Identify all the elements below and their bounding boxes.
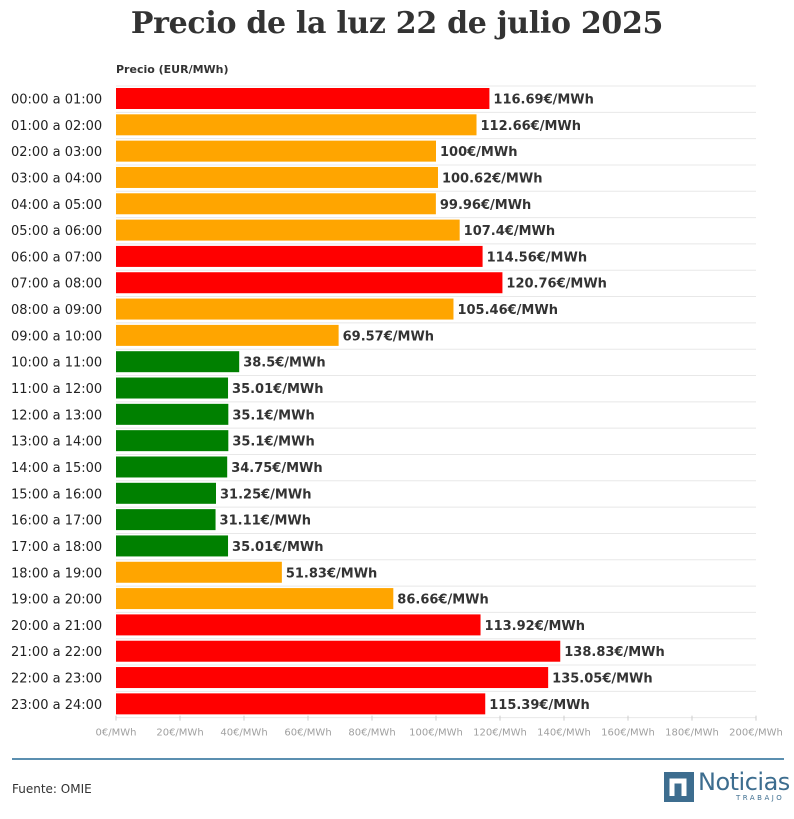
category-label: 13:00 a 14:00 <box>11 435 102 450</box>
data-label: 51.83€/MWh <box>286 566 377 581</box>
bar <box>116 351 240 373</box>
category-label: 21:00 a 22:00 <box>11 645 102 660</box>
data-label: 100.62€/MWh <box>442 171 543 186</box>
tick-label: 180€/MWh <box>665 728 719 739</box>
logo-tagline: TRABAJO <box>736 794 785 802</box>
tick-label: 60€/MWh <box>284 728 331 739</box>
bar <box>116 482 216 504</box>
category-label: 14:00 a 15:00 <box>11 461 102 476</box>
bar <box>116 588 394 610</box>
footer-divider <box>12 758 784 760</box>
data-label: 34.75€/MWh <box>231 461 322 476</box>
data-label: 105.46€/MWh <box>457 303 558 318</box>
category-label: 16:00 a 17:00 <box>11 514 102 529</box>
bar <box>116 430 229 452</box>
axis-title: Precio (EUR/MWh) <box>116 63 229 76</box>
bar <box>116 219 460 241</box>
bar <box>116 166 438 188</box>
tick-label: 160€/MWh <box>601 728 655 739</box>
data-label: 115.39€/MWh <box>489 698 590 713</box>
data-label: 38.5€/MWh <box>243 356 325 371</box>
data-label: 35.01€/MWh <box>232 382 323 397</box>
bar <box>116 535 229 557</box>
tick-label: 200€/MWh <box>729 728 783 739</box>
bar <box>116 614 481 636</box>
data-label: 116.69€/MWh <box>493 93 593 108</box>
bar <box>116 377 229 399</box>
bar <box>116 456 228 478</box>
data-label: 35.1€/MWh <box>232 408 314 423</box>
category-label: 23:00 a 24:00 <box>11 698 102 713</box>
data-label: 31.25€/MWh <box>220 487 311 502</box>
data-label: 31.11€/MWh <box>220 514 311 529</box>
bar <box>116 114 477 136</box>
category-label: 02:00 a 03:00 <box>11 145 102 160</box>
chart-title: Precio de la luz 22 de julio 2025 <box>130 6 664 41</box>
tick-label: 0€/MWh <box>96 728 137 739</box>
data-label: 120.76€/MWh <box>506 277 607 292</box>
brand-logo: Noticias TRABAJO <box>664 768 790 804</box>
bar <box>116 88 490 109</box>
bar <box>116 324 339 346</box>
bar <box>116 667 549 689</box>
data-label: 112.66€/MWh <box>481 119 581 134</box>
logo-wordmark: Noticias <box>698 768 790 796</box>
source-note: Fuente: OMIE <box>12 782 92 796</box>
tick-label: 80€/MWh <box>348 728 395 739</box>
tick-label: 100€/MWh <box>409 728 463 739</box>
bar <box>116 298 454 320</box>
data-label: 113.92€/MWh <box>485 619 586 634</box>
bar-chart: Precio (EUR/MWh) 0€/MWh 20€/MWh 40€/MWh 60€/… <box>11 63 783 739</box>
data-label: 138.83€/MWh <box>564 645 665 660</box>
bar <box>116 693 486 715</box>
logo-mark-icon <box>664 772 694 802</box>
category-label: 10:00 a 11:00 <box>11 356 102 371</box>
category-label: 03:00 a 04:00 <box>11 171 102 186</box>
bar <box>116 245 483 267</box>
category-label: 04:00 a 05:00 <box>11 198 102 213</box>
data-label: 35.01€/MWh <box>232 540 323 555</box>
tick-label: 20€/MWh <box>156 728 203 739</box>
bar <box>116 403 229 425</box>
data-label: 86.66€/MWh <box>397 593 488 608</box>
tick-label: 120€/MWh <box>473 728 527 739</box>
category-label: 11:00 a 12:00 <box>11 382 102 397</box>
category-label: 15:00 a 16:00 <box>11 487 102 502</box>
data-label: 107.4€/MWh <box>464 224 555 239</box>
category-label: 09:00 a 10:00 <box>11 329 102 344</box>
category-label: 07:00 a 08:00 <box>11 277 102 292</box>
data-label: 135.05€/MWh <box>552 672 653 687</box>
bar <box>116 561 282 583</box>
category-label: 22:00 a 23:00 <box>11 672 102 687</box>
bar <box>116 509 216 531</box>
category-label: 00:00 a 01:00 <box>11 93 102 108</box>
data-label: 69.57€/MWh <box>343 329 434 344</box>
data-label: 99.96€/MWh <box>440 198 531 213</box>
data-label: 100€/MWh <box>440 145 517 160</box>
category-label: 17:00 a 18:00 <box>11 540 102 555</box>
category-label: 19:00 a 20:00 <box>11 593 102 608</box>
category-label: 18:00 a 19:00 <box>11 566 102 581</box>
bar <box>116 193 436 215</box>
tick-label: 140€/MWh <box>537 728 591 739</box>
category-label: 20:00 a 21:00 <box>11 619 102 634</box>
category-label: 12:00 a 13:00 <box>11 408 102 423</box>
data-label: 114.56€/MWh <box>487 250 588 265</box>
tick-label: 40€/MWh <box>220 728 267 739</box>
category-label: 05:00 a 06:00 <box>11 224 102 239</box>
bar <box>116 640 561 662</box>
category-label: 01:00 a 02:00 <box>11 119 102 134</box>
bar <box>116 140 436 162</box>
bar <box>116 272 503 294</box>
category-label: 08:00 a 09:00 <box>11 303 102 318</box>
category-label: 06:00 a 07:00 <box>11 250 102 265</box>
data-label: 35.1€/MWh <box>232 435 314 450</box>
